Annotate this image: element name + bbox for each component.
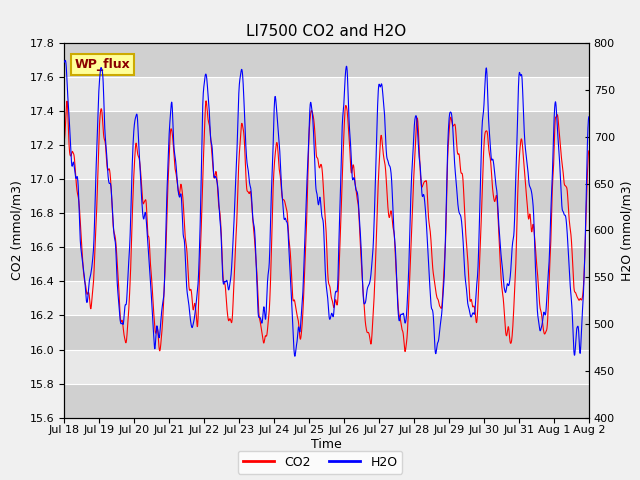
Bar [64,180,589,214]
Text: WP_flux: WP_flux [74,58,131,71]
Y-axis label: H2O (mmol/m3): H2O (mmol/m3) [620,180,634,281]
X-axis label: Time: Time [311,438,342,451]
Y-axis label: CO2 (mmol/m3): CO2 (mmol/m3) [11,180,24,280]
Bar [64,43,589,77]
Bar [64,247,589,281]
Legend: CO2, H2O: CO2, H2O [237,451,403,474]
Title: LI7500 CO2 and H2O: LI7500 CO2 and H2O [246,24,406,39]
Bar [64,111,589,145]
Line: CO2: CO2 [64,101,589,351]
Bar [64,384,589,418]
Bar [64,315,589,349]
Line: H2O: H2O [64,60,589,356]
